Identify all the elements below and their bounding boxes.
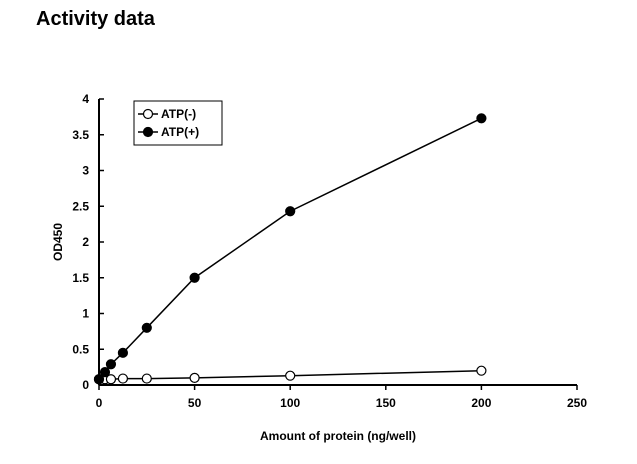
legend — [133, 100, 223, 146]
legend-label: ATP(-) — [161, 107, 196, 121]
x-tick-label: 50 — [188, 396, 202, 410]
data-point — [285, 370, 296, 381]
data-point — [117, 347, 129, 358]
data-point — [141, 322, 152, 333]
data-point — [189, 272, 200, 283]
data-point — [476, 113, 487, 124]
data-point — [117, 373, 129, 384]
data-point — [141, 373, 152, 384]
data-point — [93, 374, 105, 385]
legend-marker — [142, 126, 154, 138]
y-tick-label: 4 — [82, 92, 89, 106]
y-tick-label: 2 — [82, 235, 89, 249]
x-tick-label: 150 — [376, 396, 396, 410]
y-tick-label: 1.5 — [72, 271, 89, 285]
legend-label: ATP(+) — [161, 125, 199, 139]
x-tick-label: 0 — [96, 396, 103, 410]
data-point — [105, 374, 117, 385]
x-tick-label: 200 — [471, 396, 491, 410]
y-axis-label: OD450 — [51, 223, 65, 261]
series-line — [98, 117, 482, 380]
x-tick-label: 100 — [280, 396, 300, 410]
y-tick-label: 0.5 — [72, 342, 89, 356]
y-tick-label: 3 — [82, 164, 89, 178]
legend-marker — [142, 108, 154, 120]
data-point — [476, 365, 487, 376]
data-point — [189, 372, 200, 383]
y-tick-label: 2.5 — [72, 199, 89, 213]
data-point — [99, 367, 111, 378]
x-tick-label: 250 — [567, 396, 587, 410]
page-title: Activity data — [36, 8, 155, 30]
x-axis-label: Amount of protein (ng/well) — [260, 429, 416, 443]
y-tick-label: 3.5 — [72, 128, 89, 142]
data-point — [285, 206, 296, 217]
data-point — [105, 359, 117, 370]
y-tick-label: 1 — [82, 307, 89, 321]
y-tick-label: 0 — [82, 378, 89, 392]
